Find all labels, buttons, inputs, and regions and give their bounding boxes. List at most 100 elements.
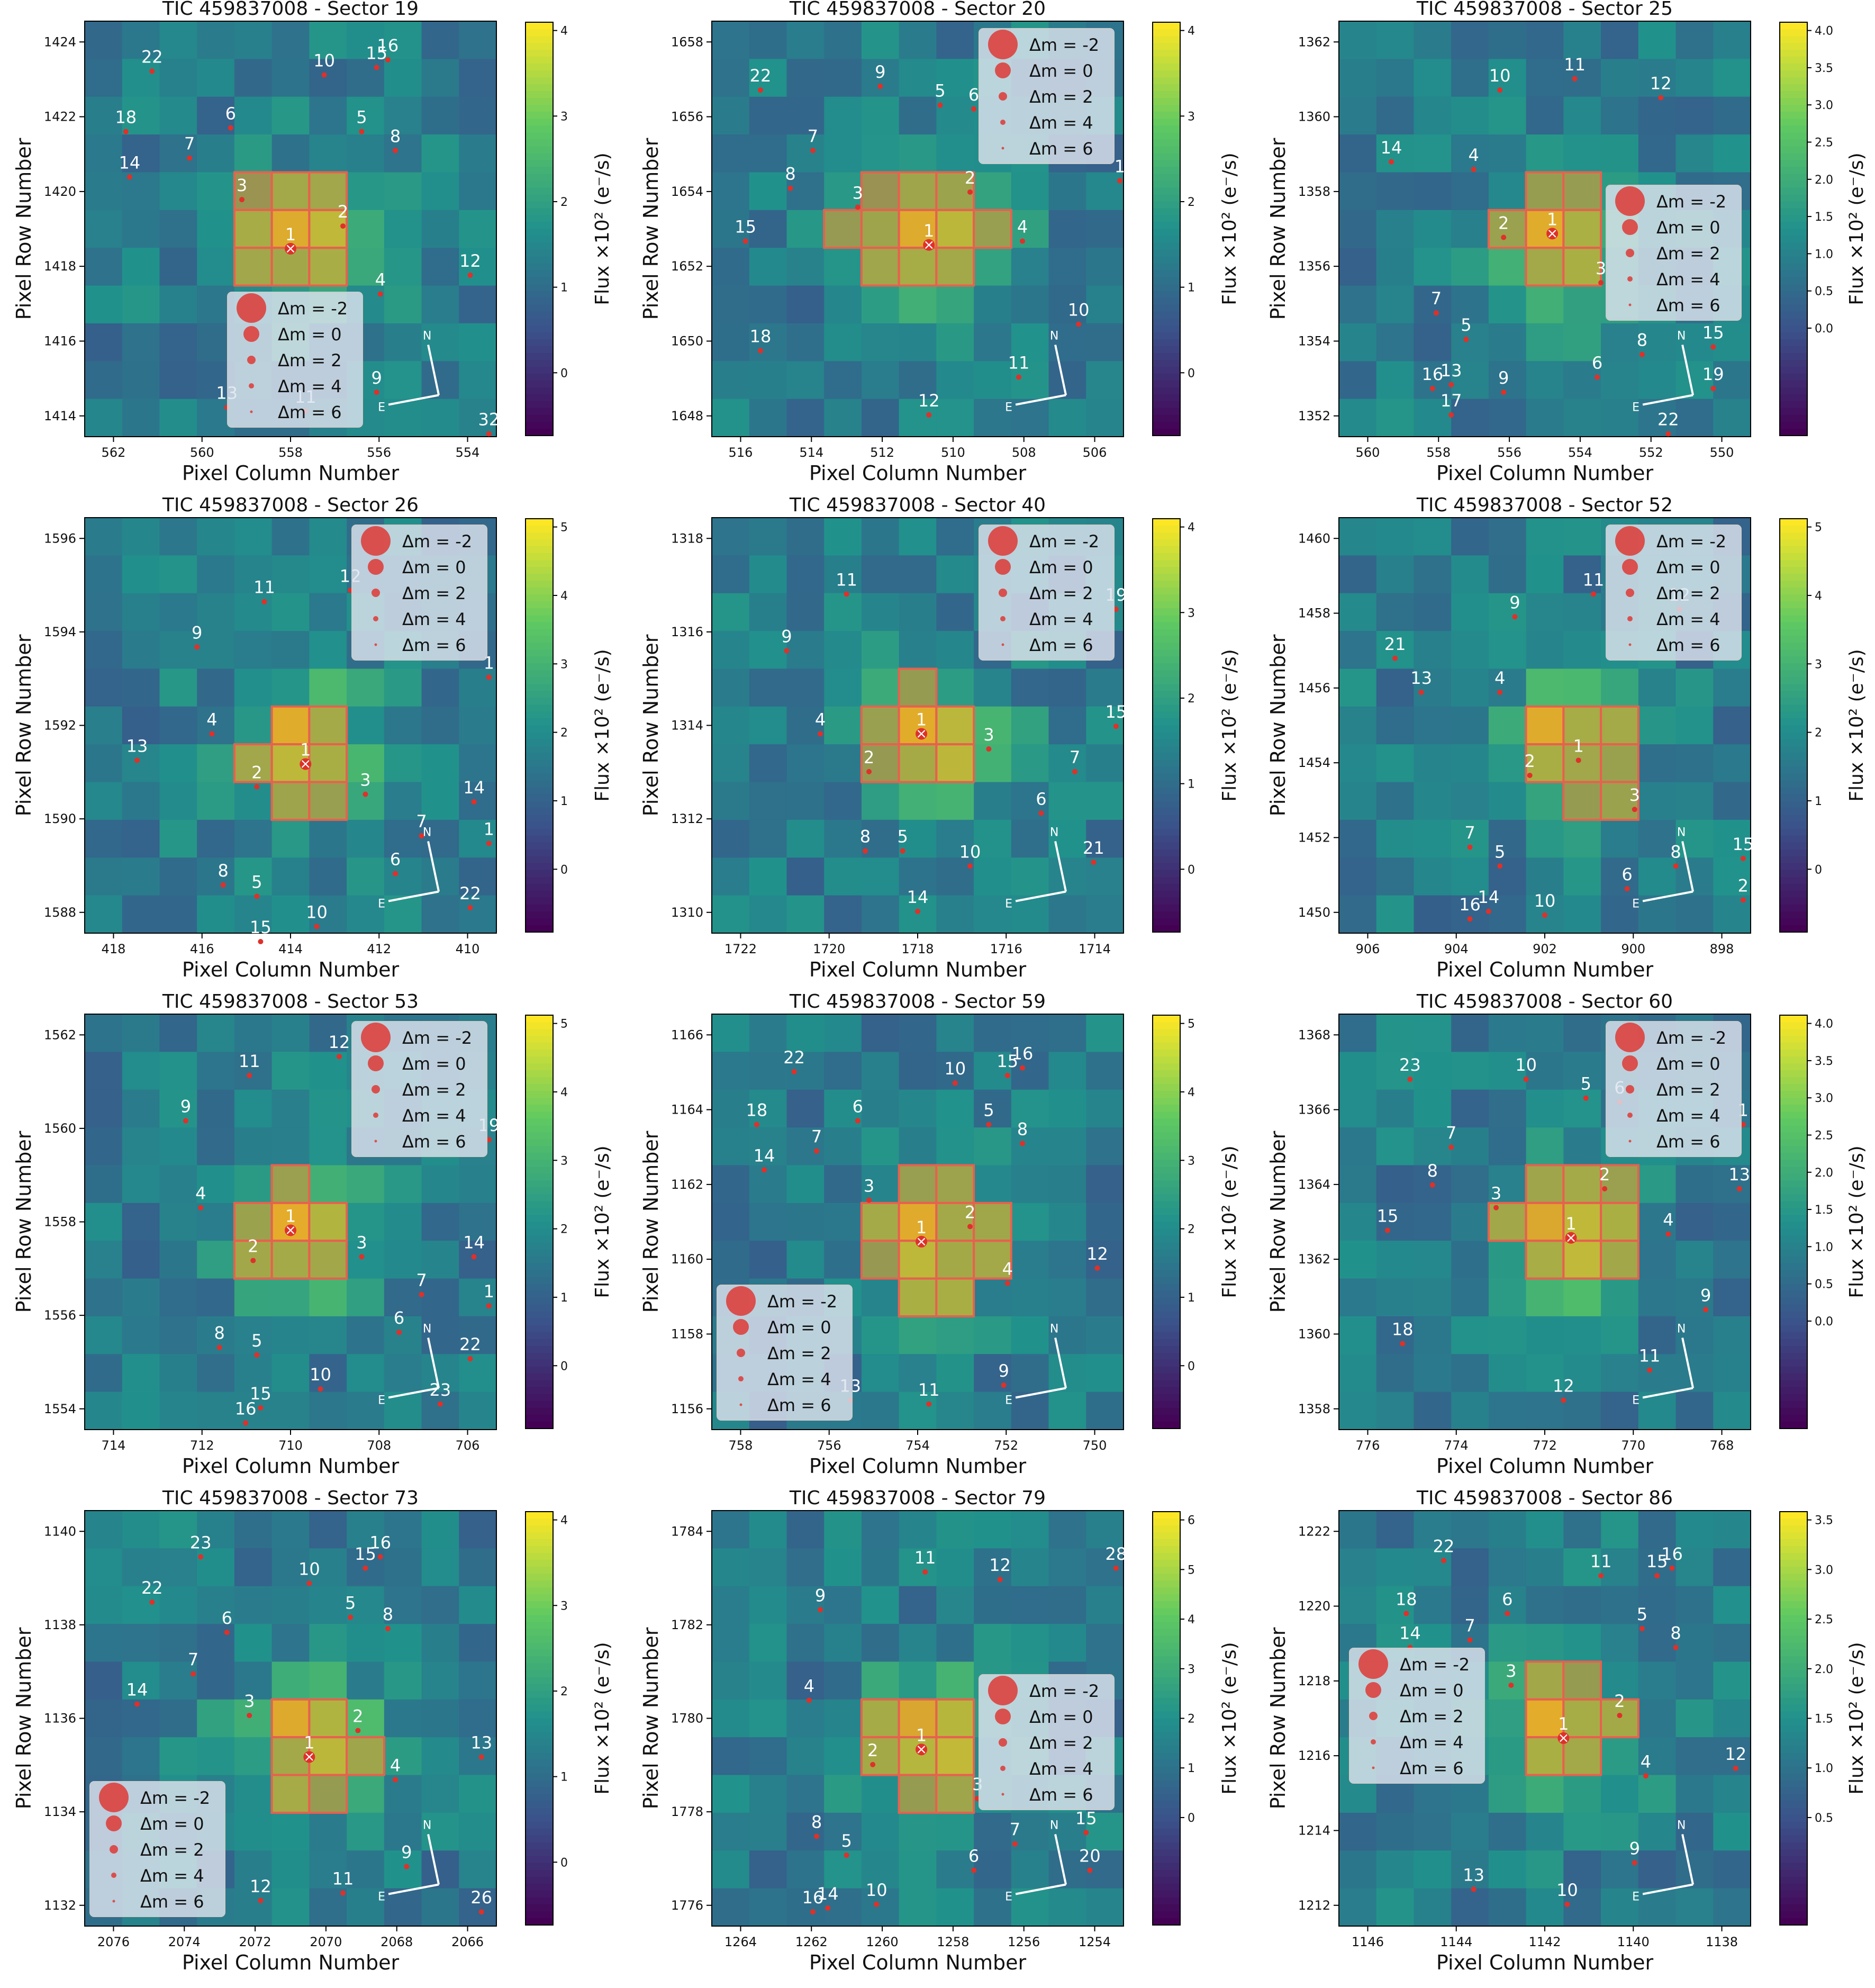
heatmap-pixel	[1526, 1888, 1564, 1927]
heatmap-pixel	[861, 1391, 900, 1430]
heatmap-pixel	[85, 1624, 123, 1662]
legend-marker	[995, 62, 1011, 78]
heatmap-pixel	[85, 819, 123, 858]
heatmap-pixel	[1376, 399, 1415, 437]
star-marker	[1448, 382, 1454, 387]
heatmap-pixel	[1488, 134, 1527, 173]
colorbar-segment	[1780, 711, 1807, 719]
star-label: 10	[866, 1880, 887, 1900]
colorbar-segment	[1153, 366, 1180, 374]
legend-entry: Δm = 2	[767, 1343, 831, 1363]
heatmap-pixel	[974, 399, 1012, 437]
colorbar-segment	[1780, 132, 1807, 140]
colorbar-tick-label: 3	[560, 110, 568, 123]
heatmap-pixel	[197, 706, 235, 745]
heatmap-pixel	[1451, 1888, 1489, 1927]
colorbar-tick-label: 2.5	[1815, 136, 1833, 149]
colorbar-segment	[1153, 1311, 1180, 1319]
star-markers: 11129211341237581562161410	[1384, 570, 1754, 922]
heatmap-pixel	[936, 1812, 974, 1851]
heatmap-pixel	[1451, 1014, 1489, 1052]
legend-entry: Δm = 6	[402, 635, 466, 655]
star-marker	[1400, 1341, 1406, 1347]
colorbar-segment	[1780, 1746, 1807, 1754]
north-label: N	[1050, 1323, 1058, 1336]
aperture-pixel	[935, 209, 975, 249]
star-label: 2	[1525, 751, 1535, 771]
colorbar-segment	[526, 1146, 553, 1154]
star-label: 2	[864, 747, 874, 767]
colorbar-segment	[1153, 146, 1180, 154]
heatmap-pixel	[85, 1391, 123, 1430]
colorbar-segment	[526, 1050, 553, 1058]
colorbar-segment	[1780, 1849, 1807, 1857]
heatmap-pixel	[459, 668, 497, 707]
heatmap-pixel	[749, 706, 787, 745]
colorbar-tick-label: 2.0	[1815, 1663, 1833, 1676]
colorbar-segment	[526, 408, 553, 415]
x-tick-label: 1722	[724, 942, 757, 956]
colorbar-segment	[1780, 249, 1807, 257]
aperture-pixel	[1562, 1736, 1602, 1776]
heatmap-pixel	[1376, 1812, 1415, 1851]
heatmap-pixel	[1339, 857, 1377, 896]
star-label: 2	[1738, 876, 1749, 896]
colorbar-segment	[1780, 353, 1807, 360]
heatmap-pixel	[1526, 285, 1564, 324]
heatmap-pixel	[749, 1624, 787, 1662]
y-tick-label: 1776	[671, 1898, 703, 1913]
star-label: 8	[860, 827, 871, 847]
colorbar-frame	[1152, 22, 1181, 436]
colorbar-segment	[526, 615, 553, 623]
legend-marker	[1627, 276, 1633, 282]
heatmap-pixel	[122, 361, 160, 400]
colorbar-segment	[526, 229, 553, 237]
heatmap-pixel	[159, 1241, 197, 1279]
north-label: N	[1677, 826, 1686, 839]
heatmap-pixel	[1376, 518, 1415, 556]
heatmap-pixel	[1451, 1316, 1489, 1354]
heatmap-pixel	[459, 1850, 497, 1889]
star-marker	[818, 731, 823, 737]
colorbar-segment	[1780, 1084, 1807, 1092]
heatmap-pixel	[1451, 518, 1489, 556]
heatmap-pixel	[712, 1014, 750, 1052]
heatmap-pixel	[421, 59, 459, 97]
colorbar-segment	[526, 394, 553, 402]
heatmap-pixel	[234, 819, 273, 858]
colorbar-segment	[526, 698, 553, 706]
legend-marker	[1626, 249, 1634, 257]
colorbar-segment	[1153, 904, 1180, 912]
heatmap-pixel	[861, 1511, 900, 1549]
star-label: 18	[1396, 1589, 1417, 1609]
legend-marker	[99, 1783, 129, 1812]
heatmap-pixel	[122, 1278, 160, 1317]
heatmap-pixel	[1086, 399, 1124, 437]
star-marker	[967, 1224, 973, 1230]
star-marker	[243, 1420, 249, 1426]
heatmap-pixel	[459, 96, 497, 135]
heatmap-pixel	[1713, 1165, 1751, 1204]
colorbar-segment	[526, 125, 553, 133]
heatmap-pixel	[1488, 668, 1527, 707]
heatmap-pixel	[309, 518, 347, 556]
colorbar-segment	[1780, 698, 1807, 706]
heatmap-pixel	[1376, 1354, 1415, 1393]
heatmap-pixel	[974, 1089, 1012, 1128]
heatmap-pixel	[749, 1850, 787, 1889]
heatmap-pixel	[122, 1203, 160, 1241]
heatmap-pixel	[1675, 1203, 1714, 1241]
heatmap-pixel	[384, 1812, 422, 1851]
colorbar-segment	[1780, 1759, 1807, 1767]
y-tick-label: 1318	[671, 531, 703, 546]
heatmap-pixel	[1339, 518, 1377, 556]
colorbar-segment	[1780, 656, 1807, 664]
colorbar-frame	[525, 22, 554, 436]
heatmap-pixel	[712, 1203, 750, 1241]
aperture-pixel	[860, 1240, 900, 1280]
aperture-mask	[823, 171, 1012, 287]
colorbar-segment	[1780, 1697, 1807, 1705]
star-marker	[1733, 1766, 1738, 1771]
colorbar-segment	[1780, 615, 1807, 623]
